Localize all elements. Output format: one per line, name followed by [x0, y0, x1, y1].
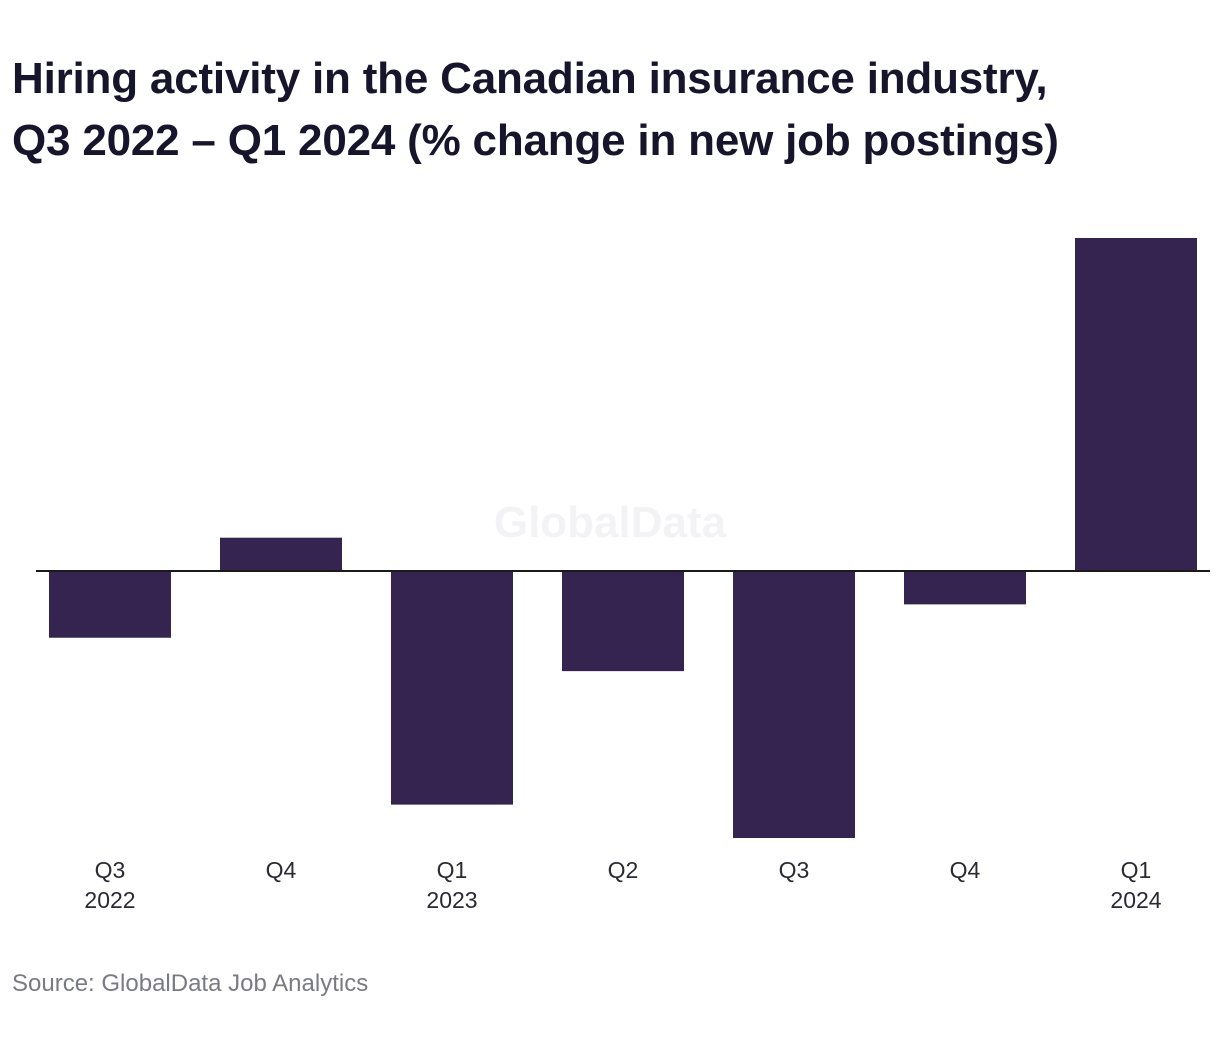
- bar-4: [562, 571, 684, 672]
- bar-5: [733, 571, 855, 838]
- chart-title-line-2: Q3 2022 – Q1 2024 (% change in new job p…: [12, 116, 1059, 165]
- x-tick-label-4: Q2: [608, 857, 639, 883]
- x-tick-label-6: Q4: [950, 857, 981, 883]
- x-tick-label-2: Q4: [266, 857, 297, 883]
- bar-3: [391, 571, 513, 805]
- x-tick-label-1: Q3 2022: [84, 857, 135, 913]
- x-tick-label-3: Q1 2023: [426, 857, 477, 913]
- bar-7: [1075, 238, 1197, 571]
- x-tick-label-7: Q1 2024: [1110, 857, 1161, 913]
- source-note: Source: GlobalData Job Analytics: [12, 970, 369, 997]
- bar-1: [49, 571, 171, 638]
- chart-title: Hiring activity in the Canadian insuranc…: [12, 48, 1202, 172]
- x-tick-label-5: Q3: [779, 857, 810, 883]
- bar-2: [220, 537, 342, 571]
- bar-6: [904, 571, 1026, 605]
- chart-title-line-1: Hiring activity in the Canadian insuranc…: [12, 54, 1048, 103]
